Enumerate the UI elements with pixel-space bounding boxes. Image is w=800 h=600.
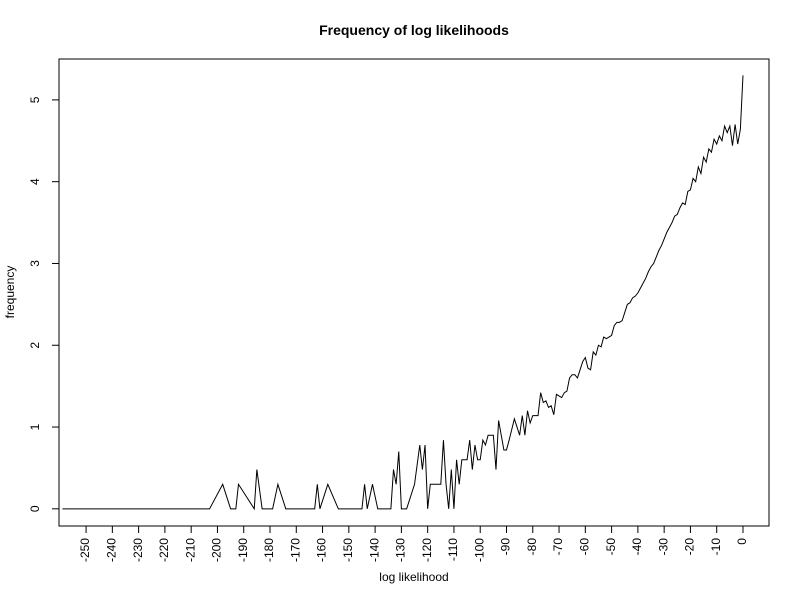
y-tick-label: 2: [28, 342, 42, 349]
x-tick-label: -240: [105, 538, 119, 562]
y-tick-label: 1: [28, 423, 42, 430]
x-tick-label: -140: [367, 538, 381, 562]
x-tick-label: -30: [656, 538, 670, 556]
x-tick-label: -40: [630, 538, 644, 556]
x-tick-label: -110: [446, 538, 460, 561]
y-tick-label: 5: [28, 96, 42, 103]
x-tick-label: -130: [394, 538, 408, 562]
x-axis-label: log likelihood: [379, 570, 448, 584]
x-tick-label: -150: [341, 538, 355, 562]
x-tick-label: -220: [157, 538, 171, 562]
x-tick-label: -70: [551, 538, 565, 556]
y-tick-label: 4: [28, 178, 42, 185]
x-tick-label: -50: [604, 538, 618, 556]
chart-title: Frequency of log likelihoods: [319, 22, 509, 38]
x-tick-label: -160: [315, 538, 329, 562]
data-line: [62, 75, 744, 511]
x-tick-label: -250: [78, 538, 92, 562]
x-tick-label: -90: [499, 538, 513, 556]
x-tick-label: -230: [131, 538, 145, 562]
x-tick-label: -180: [262, 538, 276, 562]
x-tick-label: -210: [183, 538, 197, 562]
y-tick-label: 3: [28, 260, 42, 267]
x-tick-label: -120: [420, 538, 434, 562]
x-tick-label: -20: [683, 538, 697, 556]
x-tick-label: -80: [525, 538, 539, 556]
x-tick-label: -60: [577, 538, 591, 556]
y-axis-label: frequency: [3, 266, 17, 319]
y-tick-label: 0: [28, 505, 42, 512]
x-tick-label: -190: [236, 538, 250, 562]
x-tick-label: -170: [288, 538, 302, 562]
x-tick-label: -100: [472, 538, 486, 562]
x-tick-label: -10: [709, 538, 723, 556]
x-tick-label: 0: [735, 538, 749, 545]
x-tick-label: -200: [210, 538, 224, 562]
